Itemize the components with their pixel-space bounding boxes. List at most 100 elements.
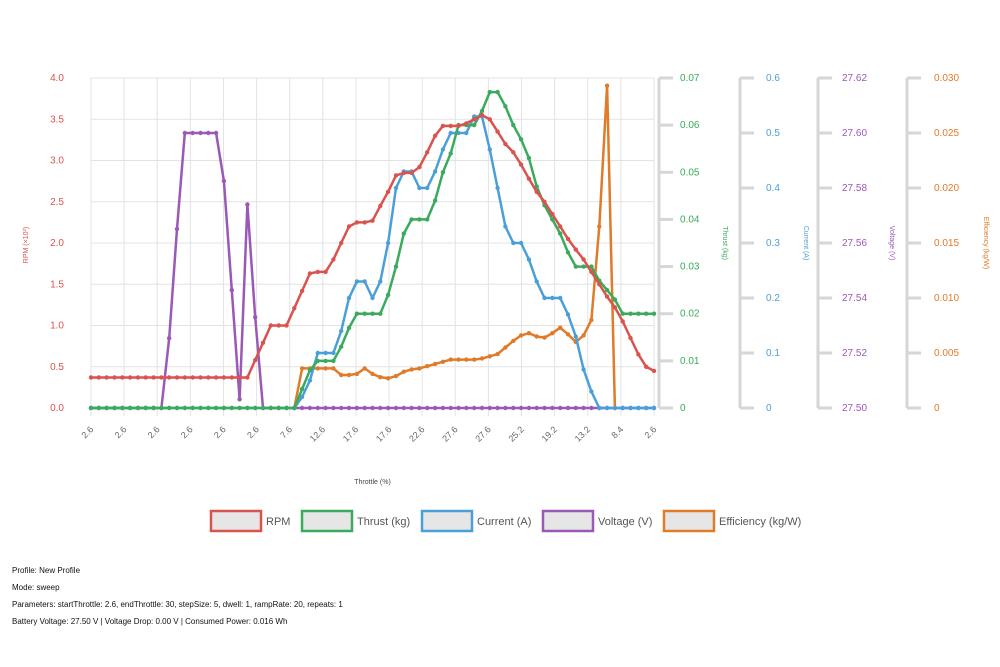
- voltage-tick-label: 27.56: [842, 238, 867, 249]
- data-point-efficiency: [425, 364, 430, 369]
- data-point-efficiency: [534, 334, 539, 339]
- data-point-voltage: [354, 405, 360, 411]
- data-point-thrust: [573, 264, 578, 269]
- data-point-rpm: [573, 247, 578, 252]
- data-point-current: [385, 240, 391, 246]
- data-point-thrust: [221, 405, 227, 411]
- efficiency-axis-title: Efficiency (kg/W): [982, 217, 989, 269]
- legend-label: Thrust (kg): [357, 516, 410, 528]
- data-point-current: [378, 279, 383, 284]
- data-point-voltage: [253, 315, 258, 320]
- data-point-rpm: [378, 203, 383, 209]
- data-point-thrust: [620, 311, 625, 316]
- x-tick-label: 12.6: [308, 424, 327, 443]
- x-tick-label: 22.6: [407, 424, 426, 443]
- data-point-thrust: [268, 405, 273, 411]
- data-point-efficiency: [440, 359, 446, 364]
- data-point-efficiency: [479, 356, 485, 361]
- data-point-rpm: [456, 123, 461, 129]
- data-point-efficiency: [503, 345, 508, 350]
- data-point-thrust: [315, 358, 320, 364]
- data-point-voltage: [456, 405, 461, 411]
- data-point-voltage: [323, 405, 328, 411]
- data-point-voltage: [464, 405, 469, 411]
- data-point-efficiency: [401, 369, 406, 374]
- data-point-rpm: [354, 220, 360, 225]
- data-point-voltage: [448, 405, 453, 411]
- data-point-rpm: [127, 375, 133, 380]
- data-point-rpm: [237, 375, 242, 380]
- data-point-rpm: [96, 375, 102, 380]
- data-point-rpm: [182, 375, 187, 380]
- data-point-efficiency: [495, 351, 500, 357]
- rpm-tick-label: 0.0: [50, 403, 64, 414]
- data-point-thrust: [229, 405, 234, 411]
- data-point-rpm: [206, 375, 211, 380]
- data-point-current: [393, 185, 399, 191]
- data-point-rpm: [104, 375, 109, 380]
- data-point-thrust: [346, 325, 352, 331]
- data-point-rpm: [628, 335, 633, 341]
- current-tick-label: 0.5: [766, 128, 780, 139]
- x-tick-label: 7.6: [278, 424, 294, 440]
- data-point-rpm: [151, 375, 156, 380]
- thrust-tick-label: 0.02: [680, 309, 700, 320]
- data-point-voltage: [511, 405, 516, 411]
- rpm-tick-label: 1.0: [50, 321, 64, 332]
- data-point-voltage: [307, 405, 313, 411]
- data-point-efficiency: [323, 366, 328, 371]
- data-point-efficiency: [589, 317, 594, 323]
- data-point-rpm: [323, 269, 328, 275]
- data-point-rpm: [495, 129, 500, 134]
- data-point-efficiency: [346, 372, 352, 378]
- data-point-thrust: [253, 405, 258, 411]
- data-point-rpm: [464, 121, 469, 126]
- data-point-current: [464, 130, 469, 136]
- x-tick-label: 19.2: [540, 424, 559, 443]
- data-point-efficiency: [565, 332, 571, 337]
- voltage-tick-label: 27.52: [842, 348, 867, 359]
- data-point-thrust: [448, 151, 453, 156]
- legend-swatch: [541, 509, 595, 533]
- legend-label: Voltage (V): [598, 516, 652, 528]
- data-point-rpm: [409, 170, 414, 176]
- data-point-current: [417, 185, 422, 191]
- x-tick-label: 2.6: [212, 424, 228, 440]
- data-point-voltage: [339, 405, 344, 411]
- parameters-text: Parameters: startThrottle: 2.6, endThrot…: [12, 600, 343, 609]
- data-point-voltage: [401, 405, 406, 411]
- data-point-efficiency: [550, 331, 555, 336]
- data-point-voltage: [581, 405, 586, 411]
- data-point-current: [550, 295, 555, 301]
- data-point-efficiency: [464, 357, 469, 362]
- data-point-voltage: [495, 405, 500, 411]
- data-point-thrust: [644, 311, 649, 316]
- data-point-thrust: [307, 368, 313, 373]
- data-point-thrust: [127, 405, 133, 411]
- data-point-efficiency: [487, 354, 492, 359]
- data-point-thrust: [440, 170, 446, 175]
- data-point-rpm: [292, 306, 297, 311]
- data-point-current: [565, 312, 571, 317]
- rpm-tick-label: 3.5: [50, 114, 64, 125]
- data-point-current: [558, 295, 563, 301]
- data-point-current: [346, 295, 352, 301]
- data-point-current: [307, 378, 313, 383]
- data-point-thrust: [151, 405, 156, 411]
- thrust-tick-label: 0.06: [680, 120, 700, 131]
- data-point-efficiency: [385, 376, 391, 381]
- data-point-rpm: [159, 375, 164, 380]
- data-point-voltage: [182, 130, 187, 136]
- data-point-efficiency: [518, 333, 524, 338]
- data-point-current: [331, 350, 336, 356]
- data-point-thrust: [143, 405, 148, 411]
- data-point-current: [432, 169, 438, 174]
- data-point-thrust: [112, 405, 117, 411]
- data-point-rpm: [558, 224, 563, 229]
- data-point-current: [597, 405, 602, 411]
- data-point-voltage: [550, 405, 555, 411]
- data-point-rpm: [604, 294, 610, 299]
- data-point-thrust: [425, 217, 430, 222]
- data-point-rpm: [135, 375, 141, 380]
